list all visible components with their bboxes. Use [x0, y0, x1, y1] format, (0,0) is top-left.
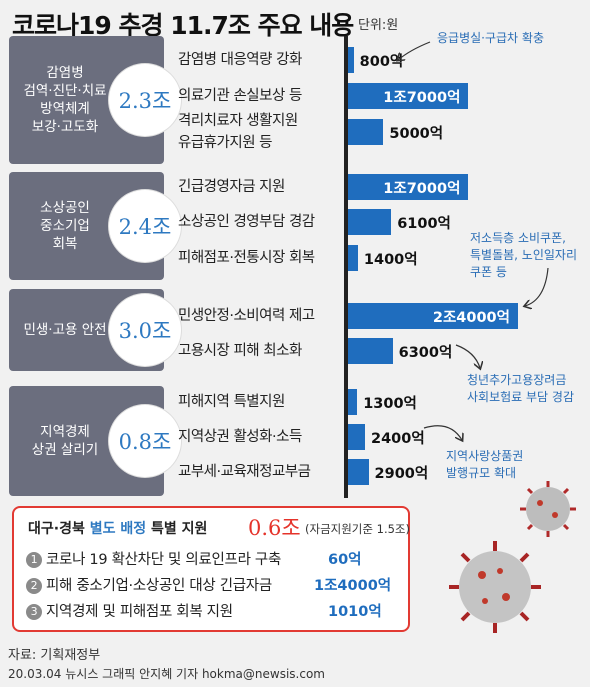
category-total: 2.4조: [109, 190, 181, 262]
category-total: 2.3조: [109, 64, 181, 136]
special-item-3: 3 지역경제 및 피해점포 회복 지원: [26, 600, 233, 621]
bar: [348, 47, 354, 73]
number-badge: 1: [26, 552, 42, 568]
bar-value: 800억: [359, 54, 404, 70]
item-label: 민생안정·소비여력 제고: [178, 308, 315, 324]
bar-value: 6100억: [397, 216, 451, 232]
bar: [348, 83, 469, 109]
special-value-3: 1010억: [328, 604, 382, 620]
virus-small-icon: [520, 481, 576, 537]
bar-value: 1300억: [363, 396, 417, 412]
item-label: 고용시장 피해 최소화: [178, 343, 302, 359]
item-label: 격리치료자 생활지원 유급휴가지원 등: [178, 113, 298, 151]
page-title: 코로나19 추경 11.7조 주요 내용: [12, 11, 354, 40]
category-label: 감염병 검역·진단·치료 방역체계 보강·고도화: [23, 65, 107, 135]
special-amount: 0.6조: [248, 516, 301, 540]
category-label: 지역경제 상권 살리기: [31, 424, 99, 458]
arrow-2: [525, 267, 549, 306]
number-badge: 2: [26, 578, 42, 594]
category-box-3: 민생·고용 안전 3.0조: [9, 289, 181, 371]
special-value-2: 1조4000억: [314, 578, 392, 594]
bar-value: 2400억: [371, 431, 425, 447]
category-box-1: 감염병 검역·진단·치료 방역체계 보강·고도화 2.3조: [9, 36, 181, 164]
item-label: 긴급경영자금 지원: [178, 179, 285, 195]
category-label: 소상공인 중소기업 회복: [40, 200, 90, 252]
bar: [348, 424, 365, 450]
annotation-4: 지역사랑상품권 발행규모 확대: [446, 449, 524, 480]
bar-value: 2900억: [374, 466, 429, 482]
annotation-2: 저소득층 소비쿠폰, 특별돌봄, 노인일자리 쿠폰 등: [470, 231, 577, 279]
special-item-2: 2 피해 중소기업·소상공인 대상 긴급자금: [26, 574, 272, 595]
bar-value: 1400억: [363, 252, 418, 268]
virus-large-icon: [449, 541, 541, 633]
special-title: 대구·경북 별도 배정 특별 지원: [28, 521, 208, 537]
bar: [348, 245, 358, 271]
source-label: 자료: 기획재정부: [8, 648, 101, 663]
item-label: 교부세·교육재정교부금: [178, 464, 311, 480]
category-box-4: 지역경제 상권 살리기 0.8조: [9, 386, 181, 496]
arrow-3: [455, 344, 480, 368]
virus-illustration: [449, 481, 576, 633]
bar-value: 5000억: [389, 126, 444, 142]
item-label: 피해점포·전통시장 회복: [178, 250, 315, 266]
bar-value: 1조7000억: [383, 181, 461, 197]
chart-axis: [344, 36, 348, 498]
special-value-1: 60억: [328, 552, 362, 568]
bar: [348, 119, 384, 145]
item-label: 지역상권 활성화·소득: [178, 429, 302, 445]
bar: [348, 209, 392, 235]
category-total: 3.0조: [109, 294, 181, 366]
bar: [348, 459, 369, 485]
category-label: 민생·고용 안전: [23, 322, 107, 338]
special-note: (자금지원기준 1.5조): [305, 522, 410, 536]
item-label: 의료기관 손실보상 등: [178, 88, 302, 104]
special-support-box: 대구·경북 별도 배정 특별 지원 0.6조 (자금지원기준 1.5조) 1 코로…: [12, 506, 410, 632]
bar: [348, 389, 358, 415]
bar-value: 2조4000억: [432, 310, 510, 326]
item-label: 소상공인 경영부담 경감: [178, 214, 315, 230]
special-item-1: 1 코로나 19 확산차단 및 의료인프라 구축: [26, 548, 281, 569]
unit-label: 단위:원: [358, 18, 399, 33]
credit-label: 20.03.04 뉴시스 그래픽 안지혜 기자 hokma@newsis.com: [8, 667, 325, 681]
bar: [348, 338, 393, 364]
bar-value: 6300억: [398, 345, 453, 361]
bar-value: 1조7000억: [383, 90, 461, 106]
annotation-3: 청년추가고용장려금 사회보험료 부담 경감: [467, 373, 574, 404]
bar: [348, 303, 518, 329]
category-box-2: 소상공인 중소기업 회복 2.4조: [9, 172, 181, 280]
bar: [348, 174, 469, 200]
arrow-1: [398, 41, 431, 60]
item-label: 감염병 대응역량 강화: [178, 52, 302, 68]
item-label: 피해지역 특별지원: [178, 394, 285, 410]
number-badge: 3: [26, 604, 42, 620]
annotation-1: 응급병실·구급차 확충: [437, 31, 544, 45]
arrow-4: [423, 425, 462, 440]
category-total: 0.8조: [109, 405, 181, 477]
